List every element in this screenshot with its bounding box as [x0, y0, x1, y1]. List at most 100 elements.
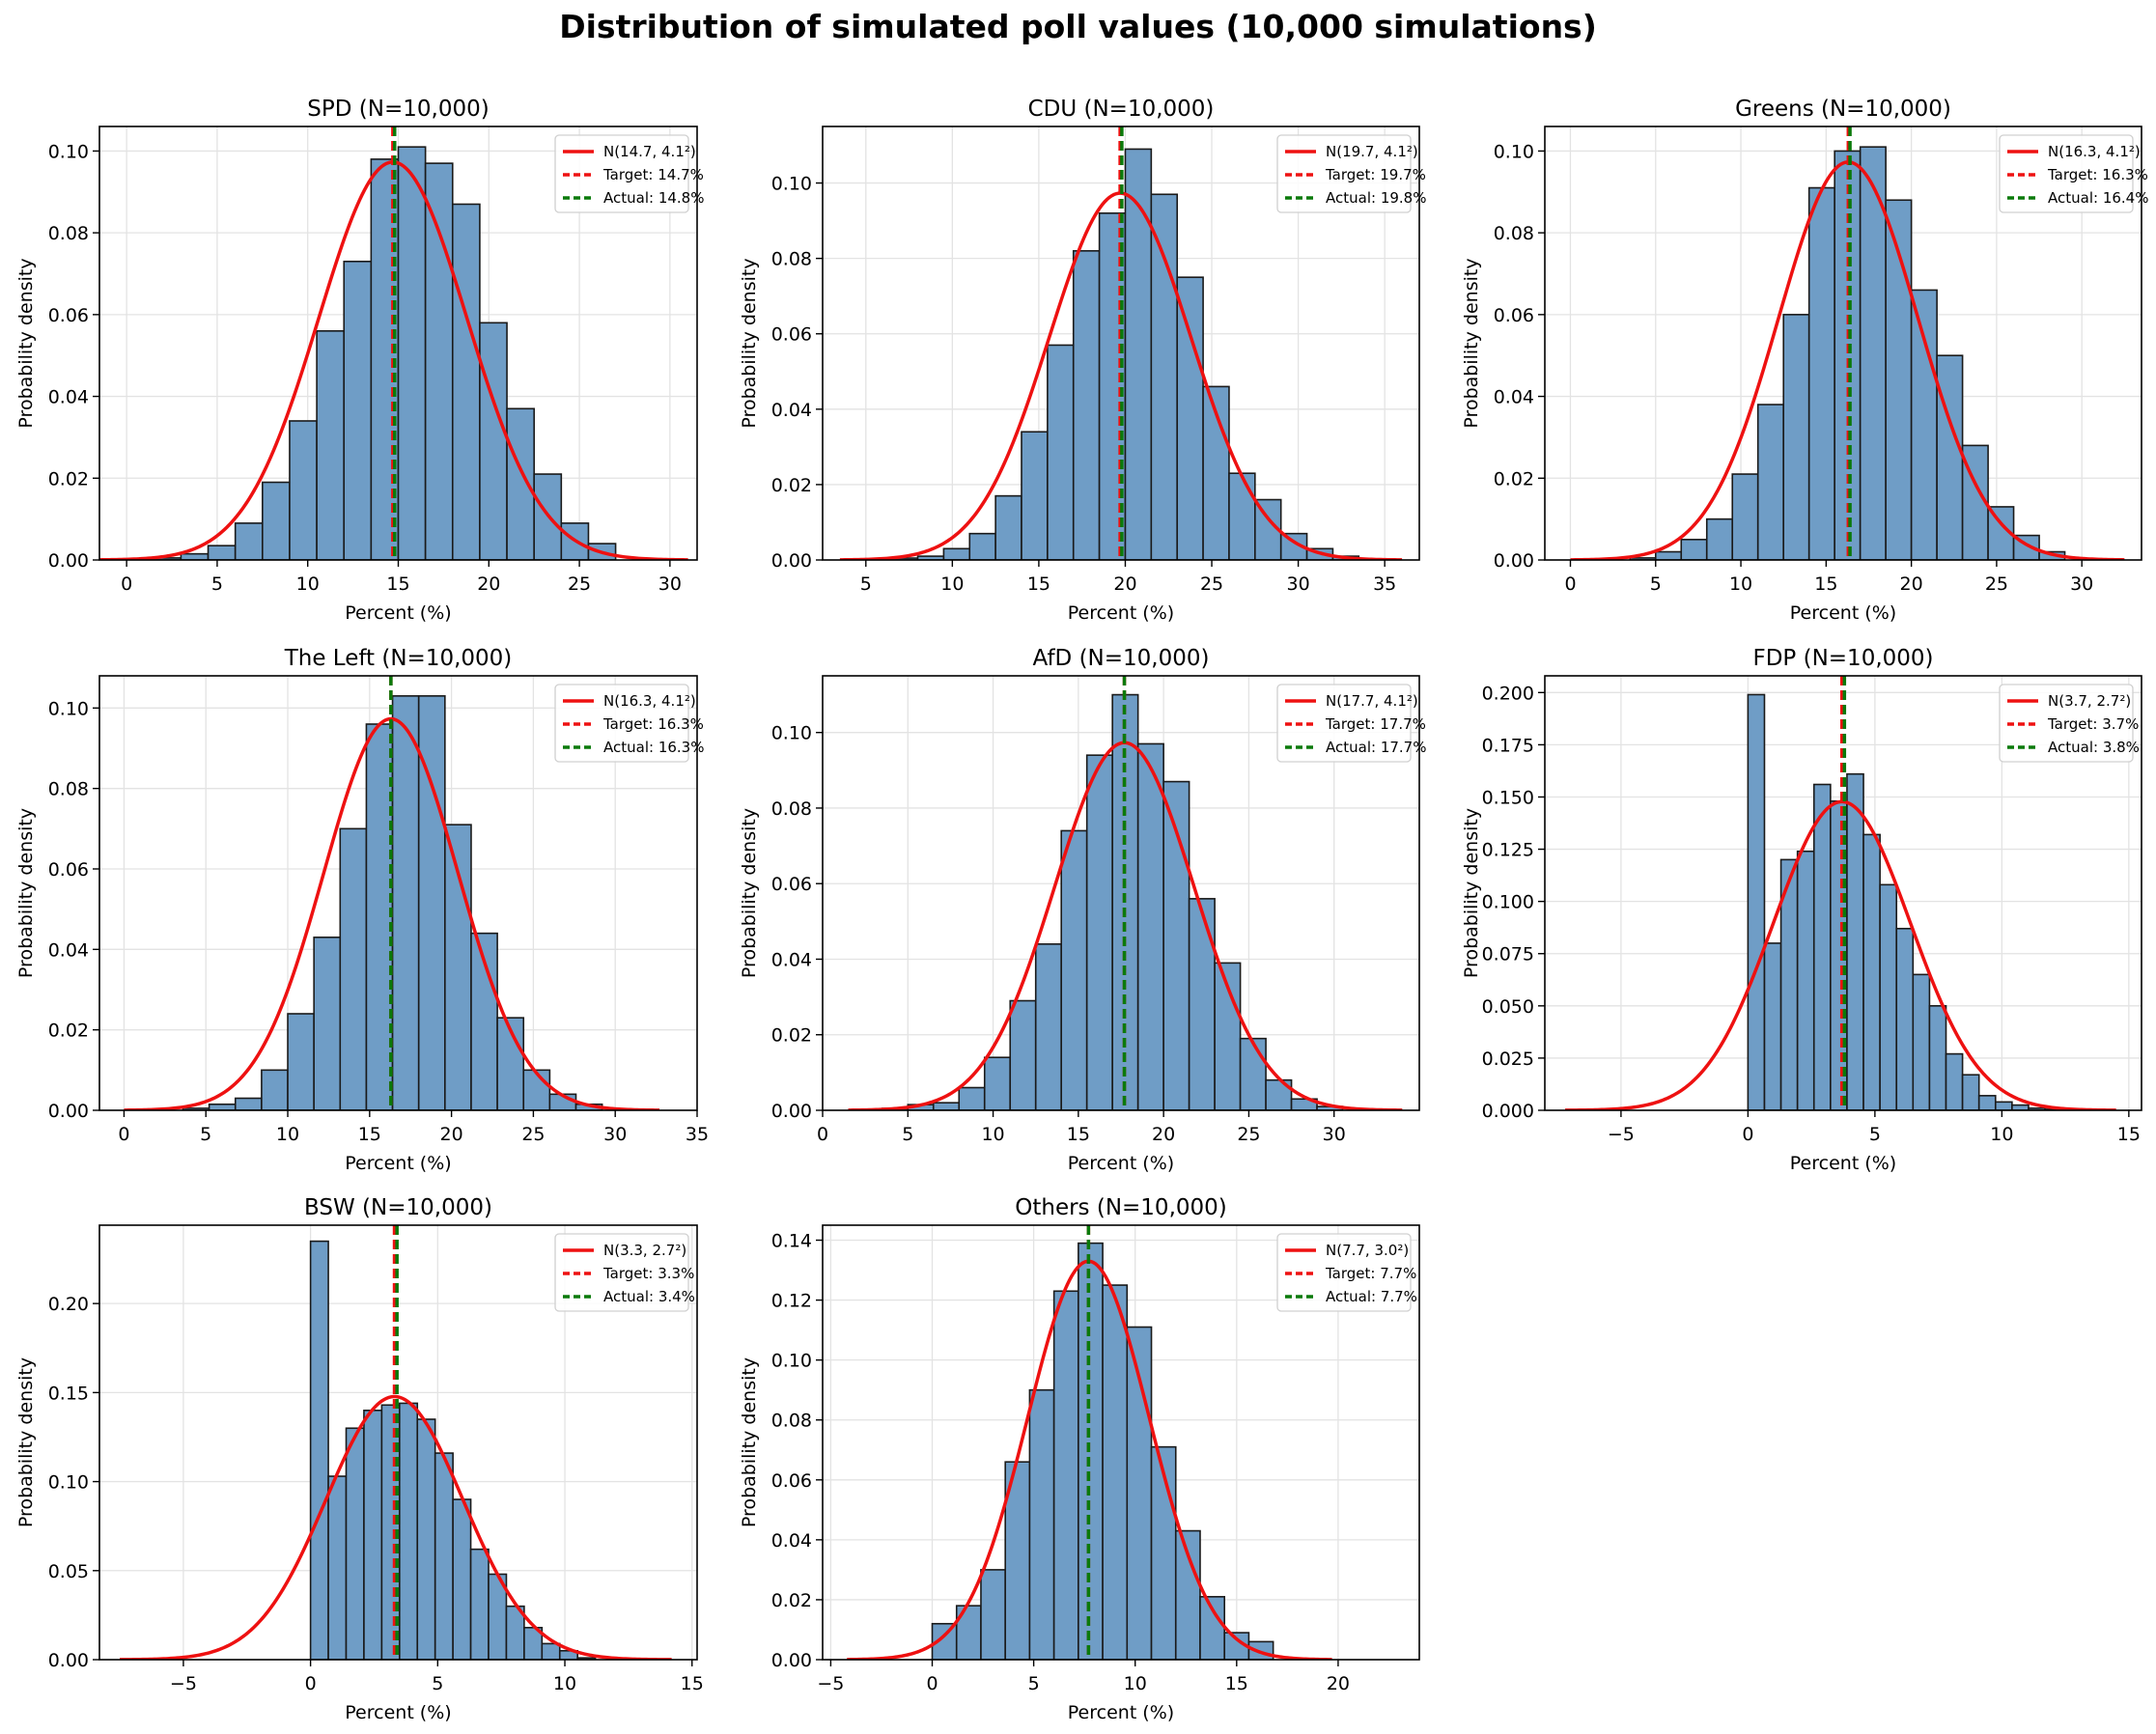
y-tick-label: 0.10 — [48, 1472, 89, 1494]
subplot-1: 5 10 15 20 25 30 35 0.00 0.02 0.04 0.06 0.08 0.10 CDU… — [739, 97, 1426, 624]
x-tick-label: 5 — [211, 573, 223, 595]
y-axis-ticks: 0.00 0.02 0.04 0.06 0.08 0.10 — [771, 174, 823, 572]
y-tick-label: 0.100 — [1482, 892, 1534, 913]
histogram-bar — [942, 547, 971, 560]
subplot-title: BSW (N=10,000) — [304, 1195, 492, 1220]
legend-label: N(7.7, 3.0²) — [1326, 1242, 1409, 1259]
y-tick-label: 0.20 — [48, 1294, 89, 1315]
y-tick-label: 0.15 — [48, 1383, 89, 1404]
x-axis-ticks: −5 0 5 10 15 20 — [817, 1660, 1350, 1694]
y-tick-label: 0.00 — [771, 550, 812, 572]
subplot-5: −5 0 5 10 150.0000.0250.0500.0750.1000.1250.… — [1461, 646, 2142, 1174]
y-tick-label: 0.025 — [1482, 1049, 1534, 1070]
y-tick-label: 0.10 — [771, 174, 812, 195]
histogram-bar — [469, 1548, 490, 1660]
overlay-lines — [847, 1225, 1332, 1660]
legend-label: N(3.3, 2.7²) — [603, 1242, 686, 1259]
histogram-bar — [1961, 1074, 1980, 1110]
histogram-bar — [479, 322, 508, 560]
histogram-bar — [1028, 1388, 1055, 1660]
histogram-bar — [1885, 199, 1913, 560]
histogram-bar — [309, 1240, 329, 1660]
legend-label: Target: 17.7% — [1325, 715, 1426, 733]
y-tick-label: 0.04 — [48, 387, 89, 408]
y-tick-label: 0.08 — [771, 1411, 812, 1432]
y-tick-label: 0.06 — [771, 324, 812, 346]
x-axis-label: Percent (%) — [1068, 1153, 1174, 1174]
subplot-0: 0 5 10 15 20 25 30 0.00 0.02 0.04 0.06 0.08 0.10 SPD … — [15, 97, 704, 624]
x-tick-label: 15 — [1814, 573, 1837, 595]
x-axis-ticks: 0 5 10 15 20 25 30 — [1564, 560, 2093, 595]
legend-label: Target: 16.3% — [2047, 166, 2148, 183]
y-tick-label: 0.08 — [771, 798, 812, 820]
legend-label: N(16.3, 4.1²) — [2048, 143, 2141, 160]
x-tick-label: 0 — [1742, 1124, 1753, 1145]
x-tick-label: 20 — [1327, 1673, 1350, 1694]
legend: N(16.3, 4.1²) Target: 16.3% Actual: 16.4% — [1999, 134, 2148, 213]
histogram-bar — [316, 329, 346, 560]
y-tick-label: 0.04 — [771, 949, 812, 970]
x-tick-label: 0 — [1564, 573, 1576, 595]
legend-label: N(14.7, 4.1²) — [603, 143, 696, 160]
histogram-bar — [339, 827, 368, 1110]
legend-box — [1999, 134, 2134, 213]
legend-box — [1276, 1233, 1412, 1312]
y-tick-label: 0.04 — [771, 400, 812, 421]
legend-label: Actual: 19.8% — [1326, 189, 1426, 207]
y-tick-label: 0.02 — [48, 1021, 89, 1042]
subplot-4: 0 5 10 15 20 25 30 0.00 0.02 0.04 0.06 0.08 0.10 AfD … — [739, 646, 1426, 1174]
histogram-bar — [994, 494, 1022, 560]
histogram-bars — [1629, 146, 2066, 560]
x-tick-label: 35 — [686, 1124, 709, 1145]
histogram-bar — [1052, 1290, 1079, 1660]
x-tick-label: 15 — [1067, 1124, 1090, 1145]
x-tick-label: 15 — [358, 1124, 381, 1145]
overlay-lines — [120, 1225, 672, 1660]
y-tick-label: 0.08 — [48, 223, 89, 244]
x-tick-label: 10 — [296, 573, 320, 595]
y-tick-label: 0.00 — [771, 1650, 812, 1671]
x-tick-label: 25 — [1237, 1124, 1260, 1145]
histogram-bar — [397, 146, 427, 560]
normal-curve — [1565, 799, 2116, 1110]
legend-label: Actual: 14.8% — [603, 189, 704, 207]
histogram-bar — [932, 1102, 961, 1110]
legend: N(3.3, 2.7²) Target: 3.3% Actual: 3.4% — [554, 1233, 695, 1312]
x-tick-label: 25 — [521, 1124, 545, 1145]
histogram-bar — [1680, 539, 1708, 560]
y-axis-label: Probability density — [739, 808, 760, 978]
y-tick-label: 0.00 — [1494, 550, 1534, 572]
x-axis-ticks: 0 5 10 15 20 25 30 — [121, 560, 682, 595]
y-axis-label: Probability density — [1461, 258, 1482, 428]
legend-box — [554, 134, 689, 213]
histogram-bar — [1047, 344, 1075, 560]
legend: N(16.3, 4.1²) Target: 16.3% Actual: 16.3% — [554, 684, 704, 763]
histogram-bar — [452, 1498, 472, 1660]
histogram-bar — [1705, 517, 1734, 560]
y-axis-label: Probability density — [739, 258, 760, 428]
histogram-bar — [958, 1086, 986, 1110]
x-tick-label: 0 — [118, 1124, 129, 1145]
legend: N(19.7, 4.1²) Target: 19.7% Actual: 19.8% — [1276, 134, 1426, 213]
y-tick-label: 0.125 — [1482, 840, 1534, 861]
histogram-bar — [1747, 693, 1766, 1110]
histogram-bar — [208, 1103, 237, 1110]
histogram-bar — [234, 1097, 263, 1110]
axes-frame — [822, 1224, 1420, 1661]
legend-label: Actual: 16.3% — [603, 739, 704, 756]
legend-box — [554, 1233, 689, 1312]
x-axis-ticks: −5 0 5 10 15 — [170, 1660, 704, 1694]
x-axis-ticks: −5 0 5 10 15 — [1608, 1110, 2141, 1145]
axes-frame — [822, 126, 1420, 561]
histogram-bar — [1846, 772, 1864, 1110]
normal-curve — [124, 716, 660, 1110]
overlay-lines — [99, 126, 688, 560]
y-axis-label: Probability density — [739, 1357, 760, 1527]
x-axis-label: Percent (%) — [1790, 602, 1896, 624]
y-tick-label: 0.08 — [48, 779, 89, 800]
legend-label: Target: 19.7% — [1325, 166, 1426, 183]
x-tick-label: 5 — [1650, 573, 1662, 595]
legend-label: N(19.7, 4.1²) — [1326, 143, 1418, 160]
y-tick-label: 0.02 — [771, 1025, 812, 1047]
y-axis-ticks: 0.00 0.02 0.04 0.06 0.08 0.10 — [48, 698, 99, 1122]
